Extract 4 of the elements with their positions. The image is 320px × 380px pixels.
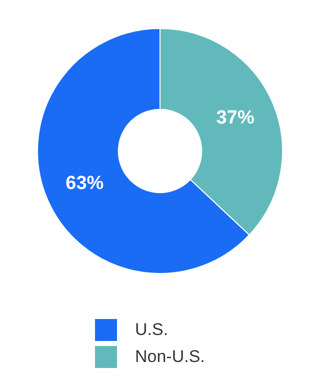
data-label: 63% [66, 172, 104, 194]
data-label: 37% [216, 108, 254, 129]
legend-label: Non-U.S. [135, 346, 205, 366]
legend-label: U.S. [135, 320, 168, 340]
